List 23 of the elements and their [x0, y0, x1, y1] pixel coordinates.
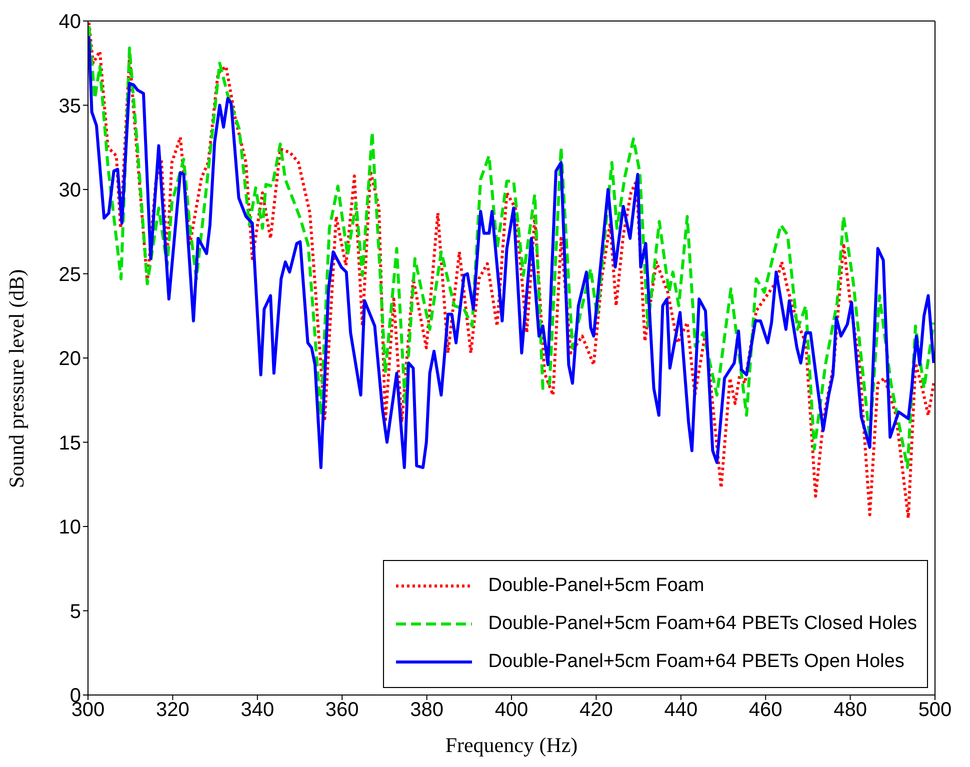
x-tick-label: 340 — [240, 699, 274, 722]
y-tick-label: 30 — [58, 180, 81, 202]
x-tick-label: 360 — [325, 699, 359, 722]
y-tick-label: 35 — [58, 95, 81, 118]
legend-label: Double-Panel+5cm Foam+64 PBETs Closed Holes — [488, 613, 917, 635]
y-tick-label: 5 — [70, 600, 81, 623]
y-tick-label: 15 — [58, 432, 81, 454]
legend-label: Double-Panel+5cm Foam — [488, 575, 704, 597]
y-tick-label: 40 — [58, 11, 81, 34]
x-tick-label: 320 — [156, 699, 190, 722]
x-tick-label: 460 — [748, 699, 782, 722]
x-tick-label: 480 — [834, 699, 867, 722]
x-tick-label: 440 — [664, 699, 698, 722]
x-tick-label: 400 — [494, 699, 528, 722]
x-tick-label: 380 — [410, 699, 444, 722]
y-tick-label: 10 — [58, 516, 81, 539]
y-axis-title: Sound pressure level (dB) — [4, 269, 28, 488]
y-tick-label: 25 — [58, 264, 81, 286]
legend-label: Double-Panel+5cm Foam+64 PBETs Open Holes — [488, 651, 904, 673]
x-axis-title: Frequency (Hz) — [445, 732, 578, 757]
x-tick-label: 500 — [918, 699, 952, 722]
y-tick-label: 20 — [58, 348, 81, 370]
x-tick-label: 420 — [580, 699, 613, 722]
